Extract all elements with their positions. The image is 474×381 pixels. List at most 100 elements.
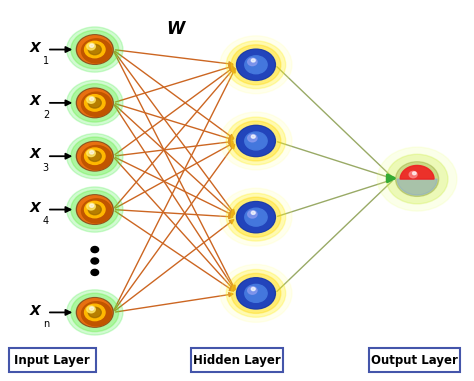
Circle shape [251,287,255,291]
Circle shape [90,98,94,101]
Circle shape [409,171,417,178]
Circle shape [226,117,286,165]
Circle shape [78,299,112,326]
Circle shape [88,204,101,215]
Circle shape [90,307,94,310]
Circle shape [386,154,448,204]
Circle shape [82,302,111,326]
Circle shape [82,92,111,116]
Circle shape [91,258,99,264]
Text: X: X [29,304,40,317]
Circle shape [245,56,267,74]
Circle shape [84,148,105,165]
Circle shape [237,49,275,80]
Circle shape [67,187,123,232]
Circle shape [88,307,101,318]
FancyBboxPatch shape [369,348,461,372]
Circle shape [231,197,281,237]
Circle shape [251,59,255,62]
Text: W: W [166,19,184,38]
Circle shape [76,195,113,224]
Circle shape [84,41,105,58]
Circle shape [67,290,123,335]
Circle shape [238,279,274,308]
Polygon shape [400,165,434,179]
Circle shape [237,278,275,309]
Circle shape [76,141,113,171]
Circle shape [248,287,257,294]
Circle shape [231,274,281,313]
Circle shape [397,163,437,195]
Text: 3: 3 [43,163,49,173]
Circle shape [87,150,95,157]
Circle shape [78,142,112,170]
Circle shape [238,50,274,79]
Circle shape [91,247,99,253]
Circle shape [220,112,292,170]
Circle shape [71,84,118,122]
Circle shape [231,121,281,161]
Circle shape [78,196,112,223]
Circle shape [82,39,111,63]
Text: X: X [29,201,40,215]
Circle shape [84,201,105,218]
Circle shape [91,269,99,275]
Text: 2: 2 [43,110,49,120]
Circle shape [82,146,111,170]
Circle shape [87,203,95,210]
Circle shape [251,211,255,215]
Circle shape [238,126,274,155]
Text: 1: 1 [43,56,49,66]
Text: X: X [29,94,40,108]
Circle shape [248,211,257,218]
Circle shape [90,204,94,207]
Circle shape [248,134,257,142]
Circle shape [67,134,123,179]
Circle shape [248,58,257,66]
Circle shape [84,304,105,321]
Circle shape [76,35,113,64]
Circle shape [226,193,286,241]
Circle shape [78,36,112,63]
Text: Output Layer: Output Layer [371,354,458,367]
Polygon shape [397,179,437,195]
Circle shape [88,98,101,108]
Circle shape [87,96,95,103]
Circle shape [245,284,267,303]
Circle shape [226,269,286,317]
Circle shape [76,298,113,327]
Circle shape [245,132,267,150]
Text: 4: 4 [43,216,49,226]
Circle shape [88,44,101,55]
Circle shape [237,125,275,157]
Circle shape [76,88,113,118]
Circle shape [90,44,94,47]
Circle shape [90,151,94,154]
Circle shape [245,208,267,226]
Circle shape [231,45,281,85]
Circle shape [220,36,292,94]
Circle shape [220,188,292,246]
Circle shape [82,199,111,223]
Circle shape [78,89,112,117]
Circle shape [226,41,286,89]
Circle shape [237,202,275,233]
Circle shape [71,30,118,69]
Circle shape [67,27,123,72]
Circle shape [71,190,118,229]
Circle shape [88,151,101,162]
Text: n: n [43,319,49,329]
Text: X: X [29,147,40,161]
Circle shape [84,94,105,111]
Circle shape [67,80,123,125]
Text: Hidden Layer: Hidden Layer [193,354,281,367]
Circle shape [87,43,95,50]
Circle shape [251,135,255,138]
Circle shape [87,306,95,313]
Circle shape [220,264,292,322]
Circle shape [412,172,416,175]
FancyBboxPatch shape [191,348,283,372]
Circle shape [71,293,118,331]
Circle shape [71,137,118,175]
FancyBboxPatch shape [9,348,96,372]
